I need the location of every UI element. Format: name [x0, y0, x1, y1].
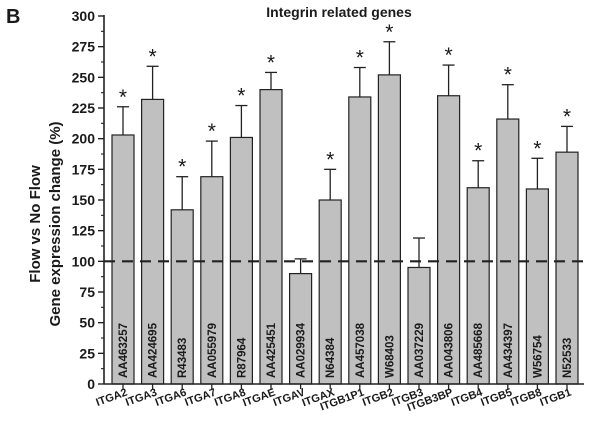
significance-star: *: [445, 44, 453, 67]
significance-star: *: [385, 21, 393, 44]
y-tick-label: 200: [72, 131, 96, 147]
accession-label: AA434397: [503, 323, 515, 378]
x-tick-label: ITGB1: [538, 387, 573, 409]
y-tick-label: 175: [72, 161, 96, 177]
y-tick-label: 225: [72, 100, 96, 116]
significance-star: *: [474, 140, 482, 163]
y-tick-label: 150: [72, 192, 96, 208]
significance-star: *: [504, 64, 512, 87]
significance-star: *: [563, 105, 571, 128]
y-axis-label-line1: Flow vs No Flow: [27, 165, 44, 283]
bars-layer: [111, 74, 579, 385]
chart-title: Integrin related genes: [266, 4, 412, 20]
significance-star: *: [533, 137, 541, 160]
significance-star: *: [326, 148, 334, 171]
accession-label: AA485668: [473, 322, 485, 378]
significance-star: *: [178, 156, 186, 179]
significance-star: *: [356, 47, 364, 70]
accession-label: R43483: [177, 338, 189, 378]
error-bars-layer: [117, 41, 573, 274]
accession-label: W68403: [384, 335, 396, 378]
y-tick-label: 300: [72, 8, 96, 24]
accession-label: W56754: [532, 335, 544, 378]
y-tick-label: 125: [72, 223, 96, 239]
accession-label: AA043806: [444, 323, 456, 378]
accession-label: AA029934: [296, 322, 308, 378]
accession-label: N52533: [562, 338, 574, 378]
y-tick-label: 0: [87, 376, 95, 392]
significance-star: *: [237, 85, 245, 108]
y-tick-label: 100: [72, 253, 96, 269]
accession-label: AA425451: [266, 322, 278, 378]
axes: [98, 15, 584, 389]
significance-star: *: [149, 45, 157, 68]
y-tick-label: 275: [72, 39, 96, 55]
significance-markers: * * * * * * * * * * * * * *: [119, 21, 571, 179]
y-tick-label: 250: [72, 69, 96, 85]
accession-label: AA055979: [207, 323, 219, 378]
significance-star: *: [119, 86, 127, 109]
panel-label: B: [6, 6, 20, 28]
accession-label: N64384: [325, 337, 337, 378]
y-ticks: 0 25 50 75 100 125 150 175 200 225 250 275 300: [72, 8, 96, 392]
accession-label: AA424695: [148, 322, 160, 378]
significance-star: *: [267, 51, 275, 74]
y-axis-label-line2: Gene expression change (%): [47, 121, 64, 326]
x-tick-labels: ITGA2ITGA3ITGA6ITGA7ITGA8ITGAEITGAVITGAX…: [94, 386, 573, 414]
accession-label: R87964: [236, 337, 248, 378]
accession-label: AA463257: [118, 323, 130, 378]
accession-label: AA037229: [414, 323, 426, 378]
accession-labels: AA463257 AA424695 R43483 AA055979 R87964 AA42…: [118, 322, 574, 378]
y-tick-label: 50: [79, 315, 95, 331]
y-tick-label: 25: [79, 345, 95, 361]
y-tick-label: 75: [79, 284, 95, 300]
accession-label: AA457038: [355, 322, 367, 378]
significance-star: *: [208, 120, 216, 143]
